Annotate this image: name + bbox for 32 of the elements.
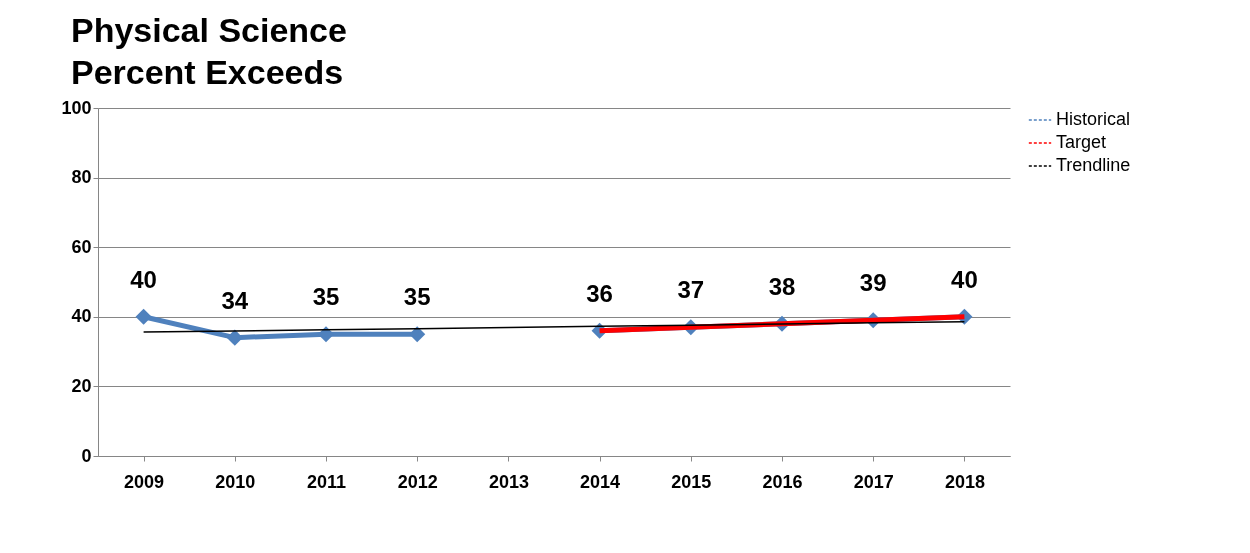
chart-title: Physical Science Percent Exceeds — [70, 11, 347, 91]
data-label: 38 — [768, 272, 796, 300]
y-tick-label: 60 — [71, 236, 92, 257]
y-tick-label: 40 — [71, 306, 92, 327]
data-label: 35 — [403, 283, 431, 311]
x-tick-label: 2017 — [853, 471, 894, 492]
x-tick-label: 2012 — [397, 471, 438, 492]
data-label: 34 — [221, 286, 249, 314]
y-tick-label: 80 — [71, 167, 92, 188]
data-label: 40 — [951, 265, 978, 293]
point — [409, 326, 426, 343]
data-label: 40 — [130, 265, 157, 293]
point — [135, 308, 152, 325]
x-tick-label: 2015 — [671, 471, 712, 492]
x-tick-label: 2014 — [580, 471, 621, 492]
x-tick-label: 2009 — [124, 471, 165, 492]
data-label: 39 — [859, 269, 887, 297]
legend-label: Target — [1056, 132, 1107, 152]
data-label: 35 — [312, 283, 340, 311]
point — [226, 329, 243, 346]
y-tick-label: 0 — [81, 445, 92, 466]
x-tick-label: 2016 — [762, 471, 803, 492]
y-tick-label: 100 — [61, 97, 92, 118]
x-tick-label: 2011 — [306, 471, 347, 492]
legend-label: Trendline — [1056, 155, 1131, 175]
y-tick-label: 20 — [71, 375, 92, 396]
x-tick-label: 2010 — [215, 471, 256, 492]
data-label: 37 — [677, 276, 705, 304]
data-label: 36 — [586, 279, 613, 307]
x-tick-label: 2013 — [488, 471, 529, 492]
x-tick-label: 2018 — [944, 471, 985, 492]
legend-label: Historical — [1056, 109, 1131, 129]
